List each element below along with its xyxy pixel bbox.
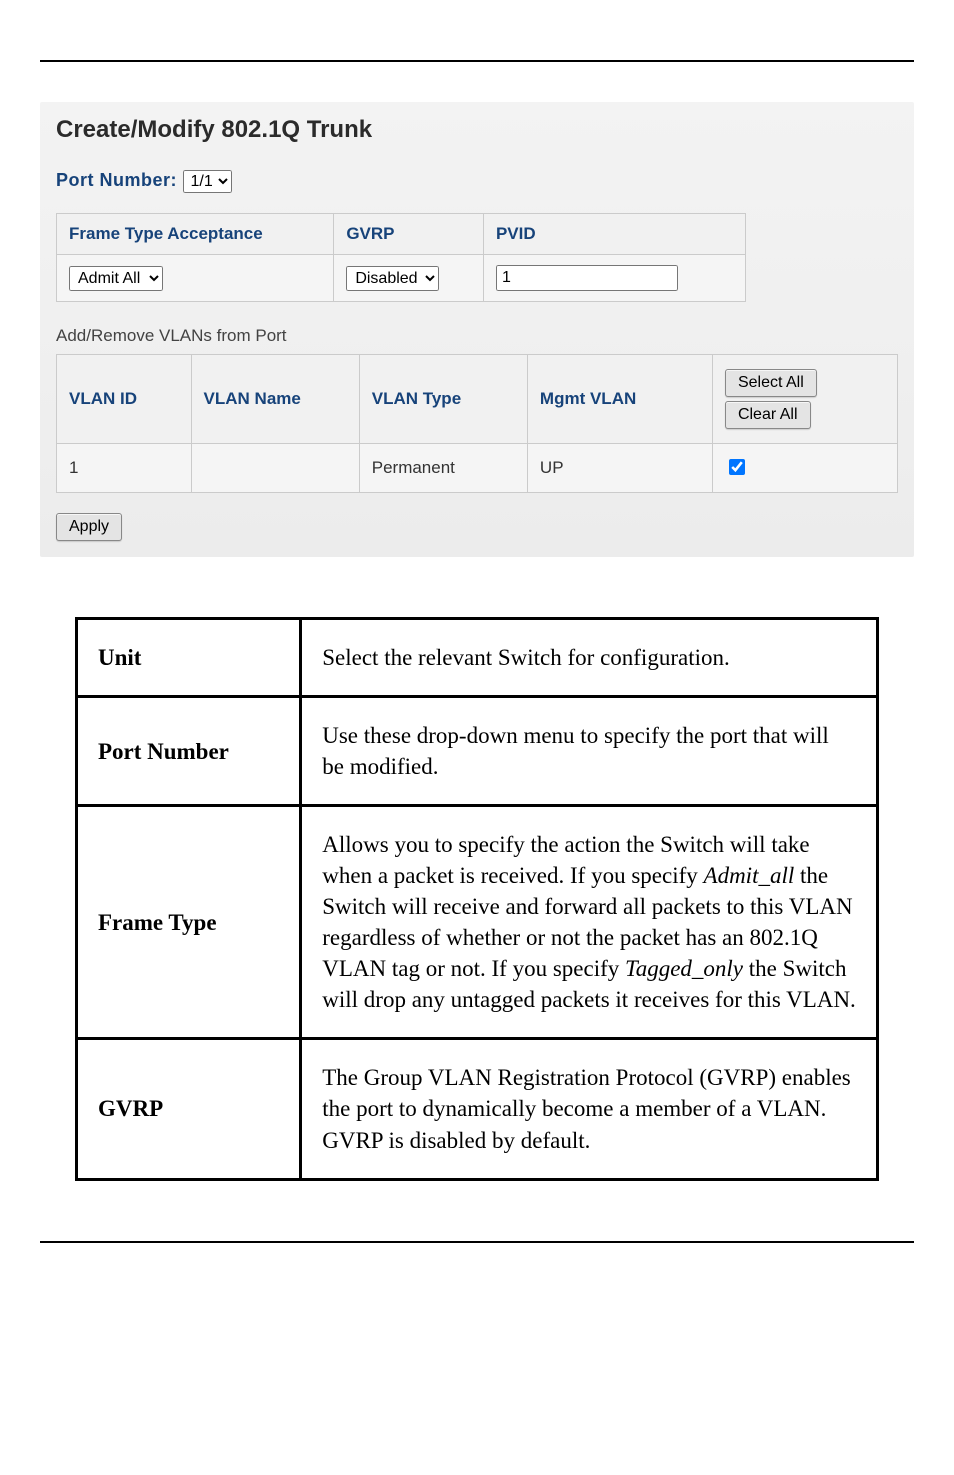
config-table: Frame Type Acceptance GVRP PVID Admit Al… — [56, 213, 746, 302]
desc-row: Port Number Use these drop-down menu to … — [76, 697, 877, 806]
select-all-button[interactable]: Select All — [725, 369, 817, 397]
desc-def-port-number: Use these drop-down menu to specify the … — [301, 697, 878, 806]
desc-row: Unit Select the relevant Switch for conf… — [76, 619, 877, 697]
bottom-divider — [40, 1241, 914, 1243]
description-table: Unit Select the relevant Switch for conf… — [75, 617, 879, 1181]
trunk-config-panel: Create/Modify 802.1Q Trunk Port Number: … — [40, 102, 914, 557]
pvid-input[interactable] — [496, 265, 678, 291]
pvid-header: PVID — [483, 214, 746, 255]
frame-type-header: Frame Type Acceptance — [57, 214, 334, 255]
desc-term-frame-type: Frame Type — [76, 806, 300, 1039]
gvrp-header: GVRP — [334, 214, 484, 255]
vlan-select-cell — [712, 444, 897, 493]
desc-term-port-number: Port Number — [76, 697, 300, 806]
vlan-name-cell — [191, 444, 359, 493]
vlan-name-header: VLAN Name — [191, 355, 359, 444]
desc-row: GVRP The Group VLAN Registration Protoco… — [76, 1039, 877, 1179]
panel-title: Create/Modify 802.1Q Trunk — [56, 116, 898, 144]
desc-def-frame-type: Allows you to specify the action the Swi… — [301, 806, 878, 1039]
vlan-type-header: VLAN Type — [359, 355, 527, 444]
port-number-label: Port Number: — [56, 170, 177, 190]
top-divider — [40, 60, 914, 62]
port-number-select[interactable]: 1/1 — [183, 170, 232, 193]
frame-type-select[interactable]: Admit All — [69, 266, 163, 291]
vlan-id-header: VLAN ID — [57, 355, 192, 444]
mgmt-vlan-cell: UP — [527, 444, 712, 493]
vlan-table: VLAN ID VLAN Name VLAN Type Mgmt VLAN Se… — [56, 354, 898, 493]
mgmt-vlan-header: Mgmt VLAN — [527, 355, 712, 444]
vlan-type-cell: Permanent — [359, 444, 527, 493]
vlan-row: 1 Permanent UP — [57, 444, 898, 493]
desc-def-unit: Select the relevant Switch for configura… — [301, 619, 878, 697]
desc-term-unit: Unit — [76, 619, 300, 697]
vlan-id-cell: 1 — [57, 444, 192, 493]
add-remove-subhead: Add/Remove VLANs from Port — [56, 326, 898, 346]
desc-term-gvrp: GVRP — [76, 1039, 300, 1179]
desc-def-gvrp: The Group VLAN Registration Protocol (GV… — [301, 1039, 878, 1179]
gvrp-select[interactable]: Disabled — [346, 266, 439, 291]
desc-row: Frame Type Allows you to specify the act… — [76, 806, 877, 1039]
bulk-action-cell: Select All Clear All — [712, 355, 897, 444]
apply-button[interactable]: Apply — [56, 513, 122, 541]
clear-all-button[interactable]: Clear All — [725, 401, 811, 429]
vlan-row-checkbox[interactable] — [729, 459, 745, 475]
port-number-row: Port Number: 1/1 — [56, 170, 898, 193]
